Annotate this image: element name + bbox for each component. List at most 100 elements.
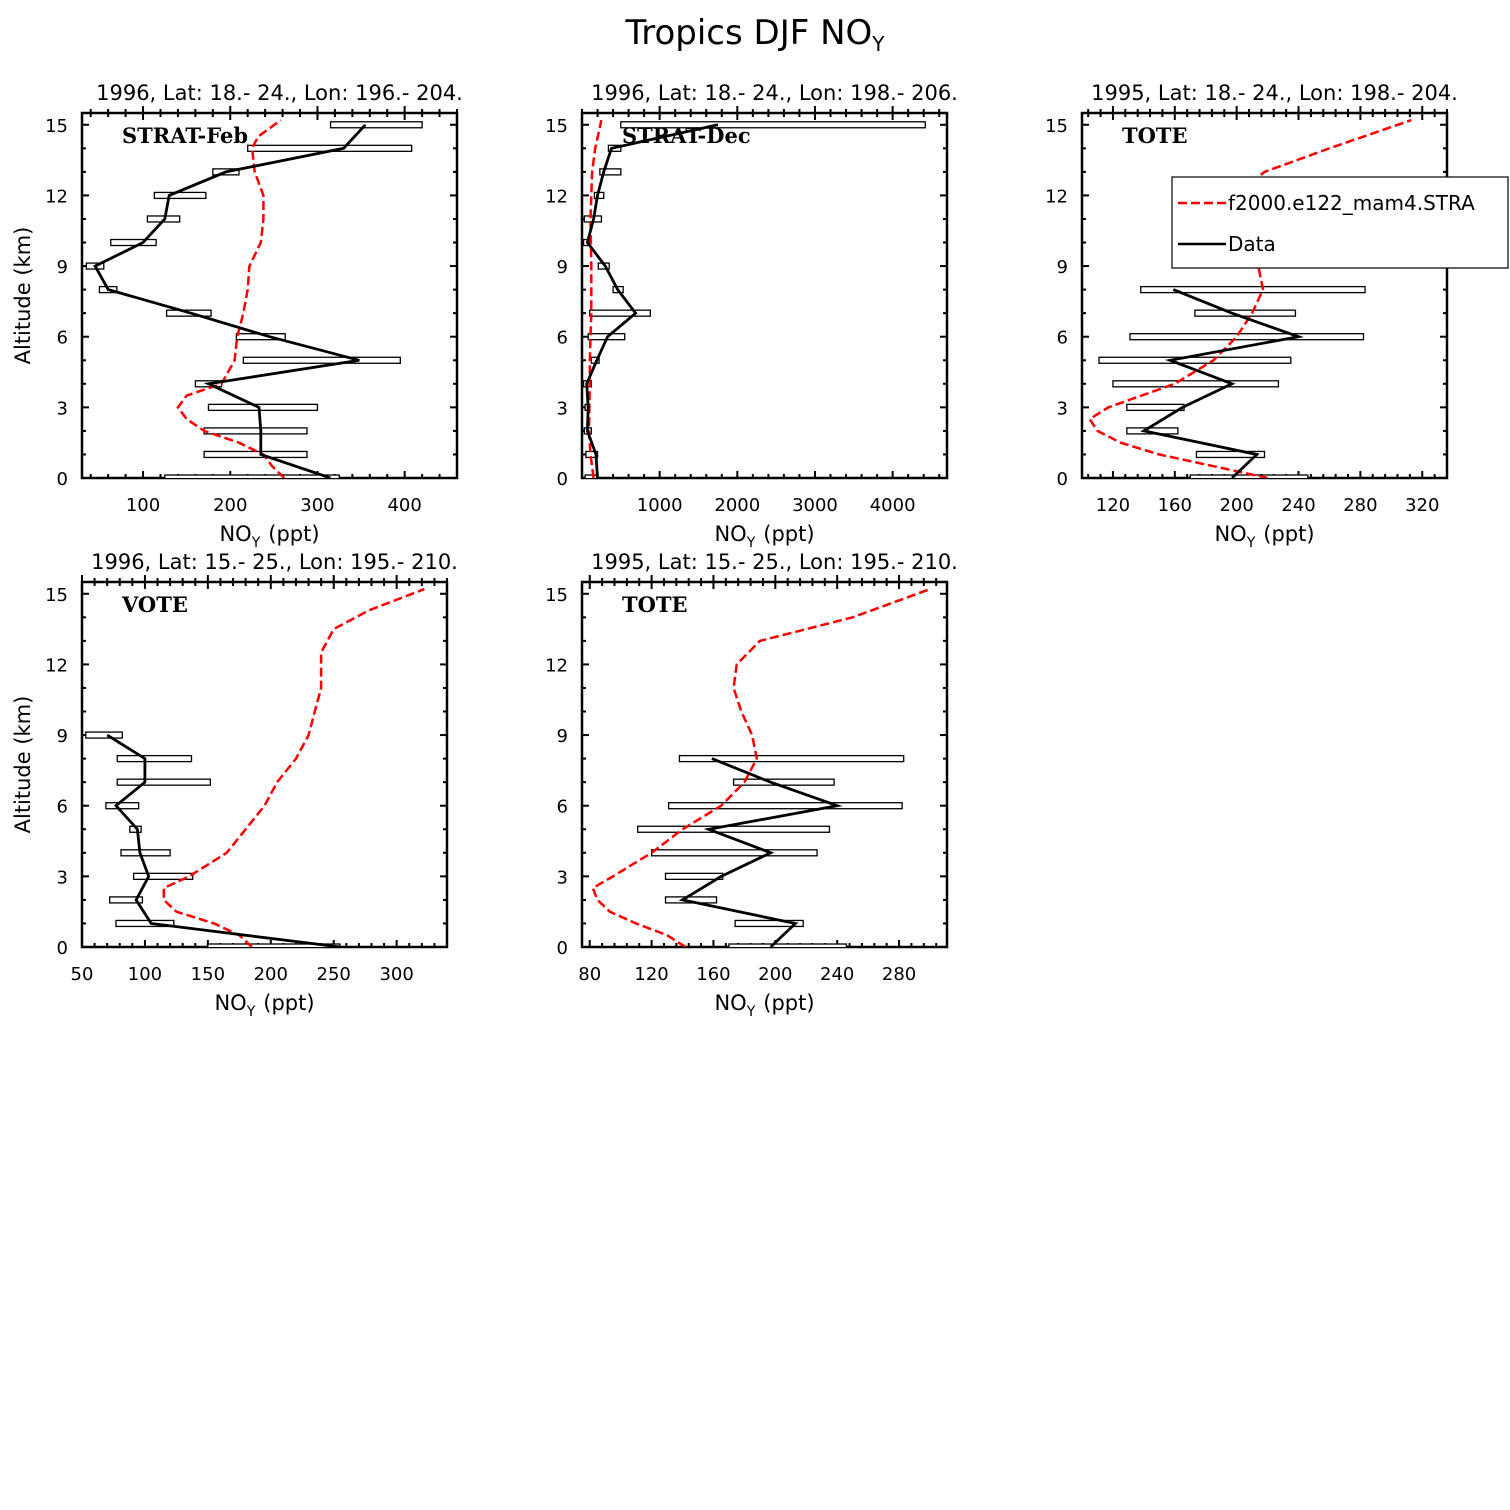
data-range-box [637, 825, 831, 833]
x-axis-label-main: NO [214, 991, 246, 1015]
data-range-box [85, 731, 123, 739]
x-tick-label: 200 [254, 964, 288, 985]
y-tick-label: 0 [557, 469, 568, 490]
y-tick-label: 12 [45, 655, 68, 676]
data-range-box [1098, 356, 1292, 364]
data-series-line [93, 123, 367, 478]
y-tick-label: 12 [545, 655, 568, 676]
y-tick-label: 9 [1057, 257, 1068, 278]
data-range-box [115, 919, 175, 928]
x-tick-label: 50 [71, 964, 94, 985]
data-range-box [116, 754, 193, 763]
y-tick-label: 6 [557, 328, 568, 349]
y-tick-label: 15 [1045, 116, 1068, 137]
data-range-box [132, 872, 194, 881]
x-axis-label-main: NO [714, 522, 746, 546]
x-axis-label-sub: Y [746, 1004, 756, 1020]
data-range-box [105, 802, 140, 810]
data-range-box [203, 427, 308, 435]
x-axis-label-unit: (ppt) [263, 991, 314, 1015]
data-range-box [599, 168, 622, 176]
chart-panel-1: 0 3 6 9 12 15 100 200 300 400 1996, Lat: 18.- 24.,… [11, 81, 463, 551]
y-tick-label: 3 [57, 398, 68, 419]
x-tick-label: 320 [1405, 495, 1439, 516]
data-range-box [164, 474, 340, 478]
x-axis-label: NOY (ppt) [214, 991, 314, 1020]
y-tick-label: 6 [57, 328, 68, 349]
x-axis-label-unit: (ppt) [268, 522, 319, 546]
data-range-box [589, 309, 651, 317]
y-tick-label: 6 [1057, 328, 1068, 349]
data-range-box [667, 802, 903, 810]
x-tick-label: 1000 [637, 495, 683, 516]
data-range-box [1129, 333, 1365, 341]
data-range-box [678, 754, 905, 763]
x-tick-label: 100 [126, 495, 160, 516]
data-range-box [1140, 285, 1366, 294]
x-tick-label: 3000 [792, 495, 838, 516]
figure-title: Tropics DJF NOY [624, 13, 885, 56]
y-tick-label: 9 [57, 257, 68, 278]
chart-panel-4: 0 3 6 9 12 15 50 100 150 200 250 300 1996, Lat: 15.-… [11, 550, 458, 1020]
data-range-box [734, 919, 804, 928]
data-range-box [109, 896, 144, 904]
x-axis-label-sub: Y [746, 535, 756, 551]
x-axis-label: NOY (ppt) [219, 522, 319, 551]
x-tick-label: 120 [1096, 495, 1130, 516]
y-tick-label: 9 [557, 726, 568, 747]
y-tick-label: 0 [57, 938, 68, 959]
x-tick-label: 160 [1158, 495, 1192, 516]
x-tick-label: 200 [213, 495, 247, 516]
y-tick-label: 3 [57, 867, 68, 888]
panel-label: VOTE [121, 592, 188, 617]
x-tick-label: 300 [300, 495, 334, 516]
data-range-box [1112, 380, 1280, 388]
data-range-box [203, 450, 308, 459]
y-tick-label: 15 [45, 116, 68, 137]
plot-frame [580, 111, 949, 480]
x-tick-label: 200 [1219, 495, 1253, 516]
data-range-box [153, 191, 207, 200]
data-series-line [106, 733, 341, 947]
model-series-line [162, 587, 425, 947]
panel-label: TOTE [622, 592, 688, 617]
y-axis-label: Altitude (km) [11, 227, 35, 365]
y-tick-label: 12 [545, 186, 568, 207]
panel-label: TOTE [1122, 123, 1188, 148]
x-axis-label-main: NO [714, 991, 746, 1015]
data-series-line [1140, 288, 1304, 478]
x-tick-label: 200 [758, 964, 792, 985]
x-tick-label: 4000 [870, 495, 916, 516]
x-tick-label: 400 [387, 495, 421, 516]
x-tick-label: 240 [820, 964, 854, 985]
data-range-box [329, 121, 423, 129]
y-tick-label: 9 [57, 726, 68, 747]
panel-subtitle: 1995, Lat: 15.- 25., Lon: 195.- 210. [591, 550, 958, 574]
plot-area [582, 119, 926, 478]
data-range-box [1126, 403, 1185, 412]
y-tick-label: 3 [557, 398, 568, 419]
data-range-box [664, 872, 724, 881]
y-tick-label: 15 [545, 116, 568, 137]
y-tick-label: 15 [545, 585, 568, 606]
x-tick-label: 300 [379, 964, 413, 985]
data-range-box [650, 849, 818, 857]
legend-model-label: f2000.e122_mam4.STRA [1228, 191, 1475, 215]
x-axis-label-unit: (ppt) [763, 522, 814, 546]
panel-subtitle: 1995, Lat: 18.- 24., Lon: 198.- 204. [1091, 81, 1458, 105]
x-axis-label: NOY (ppt) [1214, 522, 1314, 551]
model-series-line [591, 587, 931, 947]
y-tick-label: 12 [45, 186, 68, 207]
data-range-box [116, 778, 212, 786]
data-range-box [207, 943, 341, 947]
x-tick-label: 150 [191, 964, 225, 985]
model-series-line [176, 119, 286, 478]
panel-subtitle: 1996, Lat: 15.- 25., Lon: 195.- 210. [91, 550, 458, 574]
x-tick-label: 80 [578, 964, 601, 985]
x-axis-label-sub: Y [1246, 535, 1256, 551]
panel-label: STRAT-Feb [122, 123, 248, 148]
data-range-box [732, 778, 835, 786]
panel-subtitle: 1996, Lat: 18.- 24., Lon: 198.- 206. [591, 81, 958, 105]
x-tick-label: 100 [128, 964, 162, 985]
